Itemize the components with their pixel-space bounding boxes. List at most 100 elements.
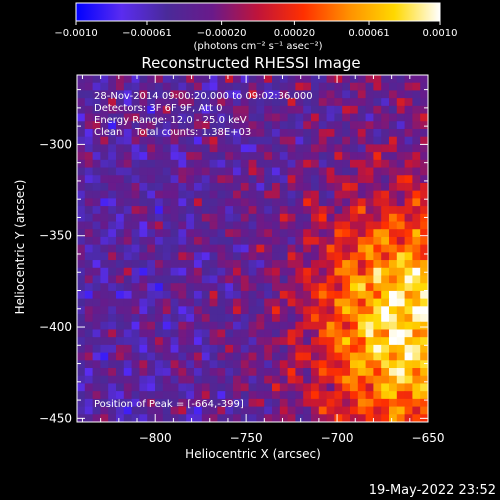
heatmap-cell	[178, 190, 187, 199]
heatmap-cell	[139, 144, 148, 153]
heatmap-cell	[116, 144, 125, 153]
heatmap-cell	[396, 375, 406, 385]
heatmap-cell	[256, 90, 265, 99]
heatmap-cell	[139, 198, 148, 207]
heatmap-cell	[334, 252, 343, 261]
heatmap-cell	[92, 344, 101, 354]
heatmap-cell	[186, 190, 195, 199]
heatmap-cell	[326, 121, 335, 130]
heatmap-cell	[209, 206, 218, 215]
heatmap-cell	[365, 144, 374, 153]
heatmap-cell	[248, 352, 257, 361]
heatmap-cell	[100, 121, 109, 130]
heatmap-cell	[420, 213, 428, 223]
heatmap-cell	[209, 159, 218, 169]
heatmap-cell	[116, 414, 125, 422]
heatmap-cell	[318, 213, 328, 223]
heatmap-cell	[248, 283, 257, 292]
heatmap-cell	[155, 368, 164, 377]
heatmap-cell	[256, 244, 265, 253]
heatmap-cell	[412, 321, 421, 331]
heatmap-cell	[412, 244, 421, 253]
heatmap-cell	[178, 82, 187, 92]
heatmap-cell	[84, 368, 94, 377]
heatmap-cell	[381, 391, 390, 400]
heatmap-cell	[272, 198, 281, 207]
heatmap-cell	[279, 252, 289, 261]
heatmap-cell	[389, 229, 398, 238]
heatmap-cell	[233, 375, 242, 385]
heatmap-cell	[116, 198, 125, 207]
heatmap-cell	[225, 352, 234, 361]
heatmap-cell	[365, 360, 374, 369]
heatmap-cell	[123, 236, 133, 246]
heatmap-cell	[342, 152, 351, 161]
heatmap-cell	[334, 190, 343, 199]
heatmap-cell	[155, 391, 164, 400]
heatmap-cell	[303, 383, 312, 392]
heatmap-cell	[279, 113, 289, 122]
heatmap-cell	[279, 136, 289, 145]
heatmap-cell	[155, 75, 164, 84]
heatmap-cell	[396, 398, 406, 408]
heatmap-cell	[412, 167, 421, 176]
heatmap-cell	[155, 221, 164, 230]
heatmap-cell	[147, 344, 156, 354]
heatmap-cell	[131, 167, 140, 176]
heatmap-cell	[139, 190, 148, 199]
heatmap-cell	[264, 75, 273, 84]
heatmap-cell	[295, 144, 304, 153]
heatmap-cell	[131, 290, 140, 300]
heatmap-cell	[318, 414, 328, 422]
heatmap-cell	[287, 267, 296, 277]
heatmap-cell	[334, 98, 343, 107]
heatmap-cell	[201, 283, 211, 292]
heatmap-cell	[147, 306, 156, 315]
heatmap-cell	[334, 337, 343, 346]
heatmap-cell	[170, 321, 179, 331]
heatmap-cell	[217, 414, 226, 422]
heatmap-cell	[194, 329, 203, 338]
heatmap-cell	[303, 182, 312, 192]
heatmap-cell	[287, 329, 296, 338]
heatmap-cell	[100, 190, 109, 199]
heatmap-cell	[100, 252, 109, 261]
heatmap-cell	[92, 229, 101, 238]
heatmap-cell	[342, 352, 351, 361]
heatmap-cell	[209, 314, 218, 323]
heatmap-cell	[225, 244, 234, 253]
heatmap-cell	[326, 290, 335, 300]
heatmap-cell	[311, 283, 320, 292]
heatmap-cell	[342, 198, 351, 207]
heatmap-cell	[389, 383, 398, 392]
heatmap-cell	[318, 244, 328, 253]
heatmap-cell	[139, 128, 148, 138]
heatmap-cell	[240, 275, 250, 284]
heatmap-cell	[108, 398, 117, 408]
heatmap-cell	[248, 136, 257, 145]
heatmap-cell	[326, 375, 335, 385]
heatmap-cell	[264, 260, 273, 269]
heatmap-cell	[217, 213, 226, 223]
heatmap-cell	[100, 267, 109, 277]
heatmap-cell	[217, 206, 226, 215]
heatmap-cell	[155, 198, 164, 207]
heatmap-cell	[186, 159, 195, 169]
heatmap-cell	[147, 283, 156, 292]
heatmap-cell	[131, 352, 140, 361]
heatmap-cell	[295, 152, 304, 161]
heatmap-cell	[170, 383, 179, 392]
heatmap-cell	[201, 260, 211, 269]
heatmap-cell	[147, 167, 156, 176]
heatmap-cell	[279, 406, 289, 415]
heatmap-cell	[123, 321, 133, 331]
heatmap-cell	[139, 182, 148, 192]
heatmap-cell	[240, 406, 250, 415]
heatmap-cell	[108, 190, 117, 199]
heatmap-cell	[373, 144, 382, 153]
heatmap-cell	[342, 244, 351, 253]
heatmap-cell	[162, 75, 172, 84]
chart-title: Reconstructed RHESSI Image	[141, 54, 360, 72]
heatmap-cell	[77, 136, 86, 145]
heatmap-cell	[209, 360, 218, 369]
